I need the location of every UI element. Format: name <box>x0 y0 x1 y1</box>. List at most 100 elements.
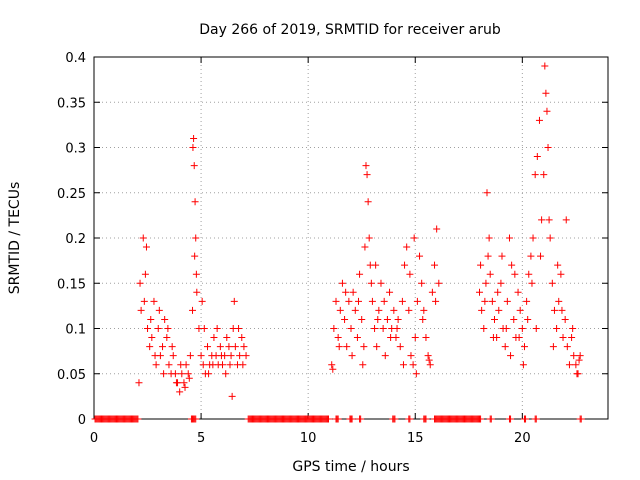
zero-point <box>134 415 142 423</box>
data-point <box>342 288 350 296</box>
data-point <box>177 361 185 369</box>
data-point <box>345 297 353 305</box>
data-point <box>419 315 427 323</box>
data-point <box>399 361 407 369</box>
data-point <box>541 62 549 70</box>
data-point <box>529 234 537 242</box>
data-point <box>411 334 419 342</box>
data-point <box>425 356 433 364</box>
data-point <box>562 216 570 224</box>
x-axis-label: GPS time / hours <box>292 459 409 475</box>
data-point <box>490 315 498 323</box>
data-point <box>483 189 491 197</box>
data-point <box>570 352 578 360</box>
data-point <box>555 297 563 305</box>
data-point <box>485 234 493 242</box>
data-point <box>332 297 340 305</box>
data-point <box>193 288 201 296</box>
data-point <box>537 252 545 260</box>
data-point <box>330 325 338 332</box>
data-point <box>412 370 420 378</box>
data-point <box>569 325 577 332</box>
data-point <box>501 343 509 351</box>
data-point <box>135 379 143 387</box>
data-point <box>137 306 145 314</box>
data-point <box>568 334 576 342</box>
data-point <box>169 352 177 360</box>
data-point <box>191 198 199 206</box>
data-point <box>358 315 366 323</box>
y-tick-label: 0.15 <box>57 277 86 292</box>
data-point <box>410 234 418 242</box>
y-tick-label: 0.25 <box>57 187 86 202</box>
data-point <box>348 352 356 360</box>
data-point <box>172 379 180 387</box>
zero-point <box>406 415 414 423</box>
data-point <box>159 343 167 351</box>
y-tick-label: 0.35 <box>57 96 86 111</box>
data-point <box>152 361 160 369</box>
data-point <box>375 306 383 314</box>
zero-point <box>422 415 430 423</box>
data-point <box>433 225 441 233</box>
data-point <box>524 315 532 323</box>
data-point <box>532 325 540 332</box>
data-point <box>190 162 198 170</box>
data-point <box>197 352 205 360</box>
data-point <box>398 297 406 305</box>
zero-point <box>391 415 399 423</box>
data-point <box>572 361 580 369</box>
data-point <box>575 356 583 364</box>
zero-point <box>577 415 585 423</box>
data-point <box>334 334 342 342</box>
data-point <box>163 334 171 342</box>
data-point <box>549 343 557 351</box>
data-point <box>210 334 218 342</box>
data-point <box>164 325 172 332</box>
data-point <box>160 370 168 378</box>
data-point <box>406 270 414 278</box>
data-point <box>387 334 395 342</box>
data-point <box>189 144 197 151</box>
data-point <box>198 297 206 305</box>
data-point <box>413 297 421 305</box>
data-point <box>216 343 224 351</box>
data-point <box>351 306 359 314</box>
data-point <box>226 361 234 369</box>
data-point <box>178 370 186 378</box>
zero-point <box>507 415 515 423</box>
data-point <box>573 370 581 378</box>
data-point <box>192 270 200 278</box>
data-point <box>538 216 546 224</box>
data-point <box>165 361 173 369</box>
data-point <box>213 325 221 332</box>
data-point <box>576 352 584 360</box>
data-point <box>189 306 197 314</box>
data-point <box>217 352 225 360</box>
data-point <box>371 325 379 332</box>
data-point <box>394 315 402 323</box>
data-point <box>150 297 158 305</box>
data-point <box>148 334 156 342</box>
data-point <box>557 270 565 278</box>
data-point <box>139 234 147 242</box>
x-tick-label: 0 <box>90 431 98 446</box>
data-point <box>191 252 199 260</box>
data-point <box>488 297 496 305</box>
data-point <box>222 370 230 378</box>
data-point <box>554 261 562 269</box>
data-point <box>525 270 533 278</box>
data-point <box>171 370 179 378</box>
zero-point <box>522 415 530 423</box>
data-point <box>185 374 193 382</box>
data-point <box>476 288 483 296</box>
data-point <box>347 325 355 332</box>
data-point <box>563 343 571 351</box>
data-point <box>223 334 231 342</box>
data-point <box>477 261 485 269</box>
data-point <box>336 306 344 314</box>
data-point <box>363 171 371 179</box>
axis-ticks: 0 0.05 0.1 0.15 0.2 0.25 0.3 0.35 0.4 0 5 10 15 20 <box>57 51 608 446</box>
zero-point <box>487 415 495 423</box>
